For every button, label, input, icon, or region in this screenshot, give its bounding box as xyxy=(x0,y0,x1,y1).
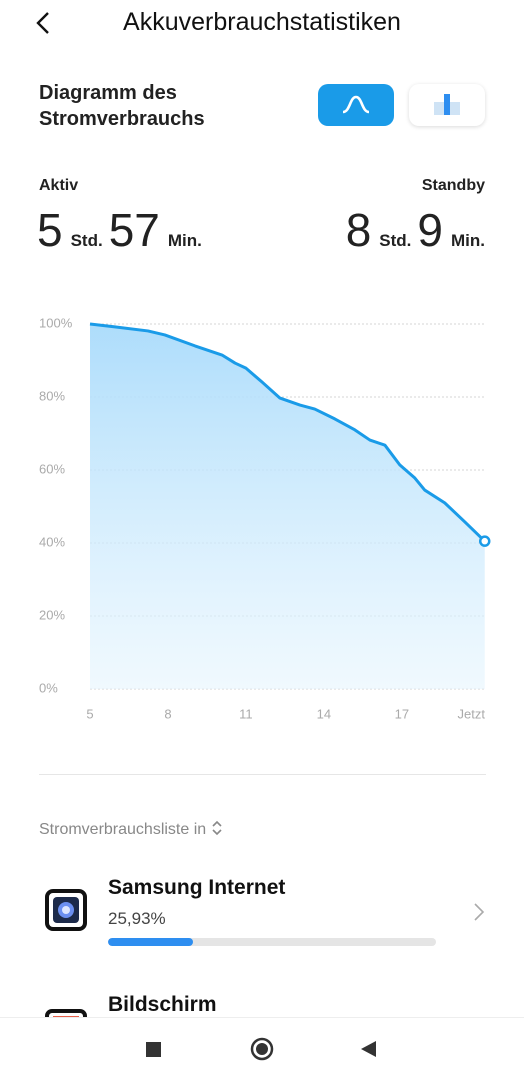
standby-label: Standby xyxy=(421,177,485,194)
active-label: Aktiv xyxy=(39,177,79,194)
page-title: Akkuverbrauchstatistiken xyxy=(123,8,401,36)
line-icon xyxy=(342,95,370,114)
back-button[interactable] xyxy=(34,10,54,36)
unit: Std. xyxy=(379,231,412,250)
unit: Min. xyxy=(451,231,485,250)
unit: Min. xyxy=(167,231,202,250)
y-tick-label: 60% xyxy=(39,461,65,476)
app-icon xyxy=(45,889,87,931)
list-sort[interactable]: Stromverbrauchsliste in xyxy=(39,820,223,839)
home-button[interactable] xyxy=(250,1037,274,1061)
y-tick-label: 20% xyxy=(39,607,65,622)
x-tick-label: 14 xyxy=(317,706,331,721)
hours: 8 xyxy=(345,204,372,256)
x-tick-label: 11 xyxy=(239,706,253,721)
line xyxy=(89,322,486,543)
y-tick-label: 0% xyxy=(39,680,58,695)
area xyxy=(90,324,485,689)
chevron[interactable] xyxy=(472,902,486,922)
x-tick-label: 8 xyxy=(164,706,171,721)
home-dot xyxy=(256,1043,268,1055)
minutes: 57 xyxy=(108,204,160,256)
y-tick-label: 100% xyxy=(39,315,73,330)
divider xyxy=(39,774,486,775)
x-tick-label: 5 xyxy=(86,706,93,721)
line-view-toggle[interactable] xyxy=(318,84,394,126)
bar-view-toggle[interactable] xyxy=(409,84,485,126)
y-tick-label: 80% xyxy=(39,388,65,403)
section-title: Diagramm des Stromverbrauchs xyxy=(39,82,205,130)
standby-time: 8 Std. 9 Min. xyxy=(346,200,491,260)
y-tick-label: 40% xyxy=(39,534,65,549)
active-time: 5 Std. 57 Min. xyxy=(37,200,208,260)
app-name: Bildschirm xyxy=(108,993,217,1016)
unit: Std. xyxy=(70,231,103,250)
sort-icon xyxy=(212,820,222,836)
x-tick-label: Jetzt xyxy=(458,706,486,721)
app-usage: 25,93% xyxy=(108,909,166,928)
usage-track xyxy=(108,938,436,946)
usage-bar xyxy=(108,938,194,946)
minutes: 9 xyxy=(417,204,443,256)
battery-chart: 0% 20% 40% 60% 80% 100% 5 8 11 14 17 Jetzt xyxy=(39,315,491,721)
list-title: Stromverbrauchsliste in xyxy=(39,821,207,838)
hours: 5 xyxy=(37,204,63,256)
nav-bar xyxy=(0,1017,524,1081)
bar-icon xyxy=(434,94,460,115)
app-name: Samsung Internet xyxy=(108,876,286,899)
recents-button[interactable] xyxy=(146,1042,161,1057)
x-tick-label: 17 xyxy=(395,706,409,721)
back-nav-button[interactable] xyxy=(361,1041,376,1057)
nav-buttons xyxy=(146,1037,376,1061)
end-point xyxy=(478,535,491,547)
